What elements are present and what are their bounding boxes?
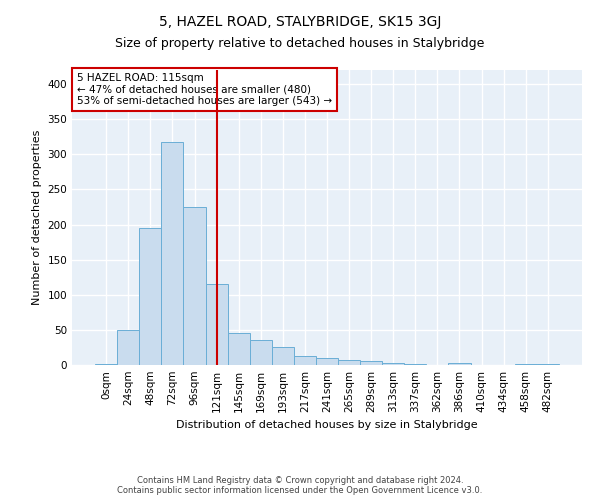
Bar xyxy=(161,142,184,365)
Bar xyxy=(382,363,404,365)
Text: Size of property relative to detached houses in Stalybridge: Size of property relative to detached ho… xyxy=(115,38,485,51)
Bar xyxy=(250,340,272,365)
Bar xyxy=(95,364,117,365)
Bar xyxy=(338,360,360,365)
Y-axis label: Number of detached properties: Number of detached properties xyxy=(32,130,42,305)
Bar xyxy=(316,358,338,365)
Bar xyxy=(117,330,139,365)
Text: 5, HAZEL ROAD, STALYBRIDGE, SK15 3GJ: 5, HAZEL ROAD, STALYBRIDGE, SK15 3GJ xyxy=(159,15,441,29)
Bar xyxy=(537,364,559,365)
Bar xyxy=(184,207,206,365)
Bar xyxy=(139,228,161,365)
Bar xyxy=(227,334,250,365)
Bar xyxy=(515,364,537,365)
Bar xyxy=(404,364,427,365)
Bar xyxy=(206,284,227,365)
Bar xyxy=(360,362,382,365)
Bar xyxy=(448,363,470,365)
Text: Contains HM Land Registry data © Crown copyright and database right 2024.
Contai: Contains HM Land Registry data © Crown c… xyxy=(118,476,482,495)
Bar xyxy=(272,348,294,365)
Bar xyxy=(294,356,316,365)
X-axis label: Distribution of detached houses by size in Stalybridge: Distribution of detached houses by size … xyxy=(176,420,478,430)
Text: 5 HAZEL ROAD: 115sqm
← 47% of detached houses are smaller (480)
53% of semi-deta: 5 HAZEL ROAD: 115sqm ← 47% of detached h… xyxy=(77,73,332,106)
